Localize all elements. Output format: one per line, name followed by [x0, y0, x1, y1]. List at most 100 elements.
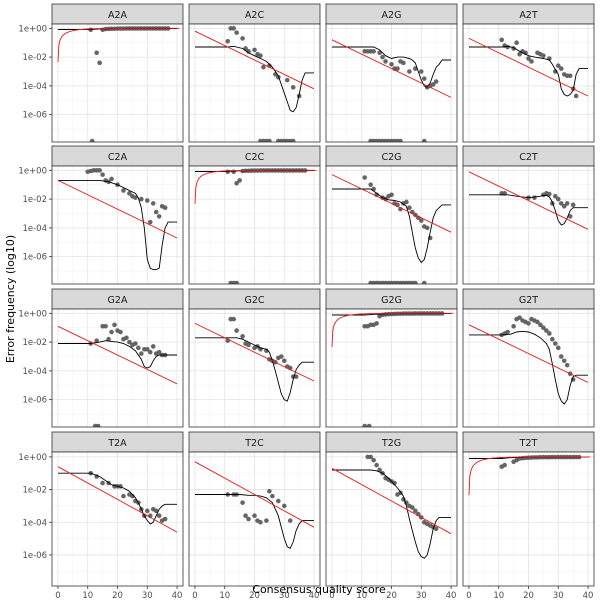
- panel-border: [325, 308, 458, 428]
- data-point: [237, 178, 242, 183]
- panel-border: [325, 23, 458, 143]
- data-point: [252, 513, 257, 519]
- y-tick-label: 1e-02: [22, 486, 47, 496]
- data-point: [153, 508, 159, 514]
- facet-strip-label: C2A: [108, 152, 128, 163]
- panel-plot-area: [52, 309, 183, 427]
- facet-panel: A2C: [188, 3, 321, 143]
- data-point: [410, 505, 415, 510]
- panel-border: [188, 23, 321, 143]
- zero-count-point: [398, 138, 403, 142]
- data-point: [133, 195, 138, 200]
- data-point: [156, 214, 162, 219]
- data-point: [564, 362, 570, 368]
- data-point: [144, 346, 150, 352]
- data-point: [541, 53, 546, 58]
- data-point: [395, 66, 400, 71]
- y-tick-label: 1e+00: [18, 24, 47, 34]
- data-point: [433, 526, 439, 532]
- data-point: [552, 193, 558, 199]
- facet-strip-label: C2C: [245, 152, 265, 163]
- data-point: [139, 196, 144, 202]
- panel-plot-area: [463, 24, 594, 142]
- x-tick-label: 0: [55, 591, 60, 600]
- data-point: [103, 323, 108, 329]
- y-tick-label: 1e+00: [18, 453, 47, 463]
- data-point: [121, 188, 126, 193]
- data-point: [240, 36, 245, 41]
- panel-plot-area: [463, 166, 594, 284]
- data-point: [389, 192, 394, 198]
- x-tick-label: 20: [112, 591, 123, 600]
- data-point: [505, 44, 510, 50]
- facet-panel: C2C: [188, 145, 321, 285]
- x-axis-title: Consensus quality score: [252, 583, 386, 596]
- data-point: [526, 56, 531, 61]
- panel-plot-area: [189, 166, 320, 284]
- nominal-error-line: [331, 467, 452, 535]
- panel-plot-area: [463, 309, 594, 427]
- zero-count-point: [89, 138, 95, 142]
- x-tick-label: 10: [493, 591, 504, 600]
- data-point: [567, 73, 573, 79]
- data-point: [517, 51, 522, 57]
- data-point: [136, 345, 141, 351]
- facet-panel: G2A: [51, 288, 184, 428]
- data-point: [287, 518, 293, 523]
- data-point: [290, 85, 296, 90]
- facet-strip-label: G2G: [381, 295, 402, 306]
- data-point: [240, 334, 245, 339]
- data-point: [555, 196, 561, 202]
- nominal-error-line: [57, 466, 178, 533]
- left-axis-ticks: 1e+00 1e-02 1e-04 1e-06 1e+00 1e-02 1e-04 1e-06…: [18, 24, 52, 561]
- fitted-error-line: [58, 472, 177, 525]
- nominal-error-line: [468, 456, 591, 496]
- data-point: [544, 328, 549, 333]
- data-point: [124, 335, 129, 341]
- data-point: [362, 175, 368, 180]
- facet-strip-label: A2C: [245, 10, 265, 21]
- y-tick-label: 1e-06: [22, 111, 47, 121]
- facet-panel: T2T: [462, 431, 595, 587]
- data-point: [97, 60, 102, 66]
- nominal-error-line: [468, 37, 589, 97]
- data-point: [243, 513, 248, 519]
- panel-plot-area: [326, 166, 457, 284]
- data-point: [499, 37, 505, 43]
- y-tick-label: 1e+00: [18, 309, 47, 319]
- data-point: [270, 493, 275, 499]
- x-tick-label: 40: [446, 591, 457, 600]
- panel-plot-area: [189, 309, 320, 427]
- data-point: [401, 60, 406, 66]
- data-point: [100, 172, 105, 177]
- zero-count-point: [421, 280, 427, 284]
- data-point: [532, 195, 537, 200]
- facet-panel: T2C: [188, 431, 321, 587]
- data-point: [147, 349, 153, 355]
- facet-strip-label: G2T: [519, 295, 538, 306]
- x-tick-label: 0: [192, 591, 197, 600]
- data-point: [153, 209, 159, 215]
- fitted-error-line: [332, 188, 451, 264]
- data-point: [156, 349, 162, 355]
- data-point: [231, 26, 236, 31]
- facet-strip-label: G2C: [244, 295, 264, 306]
- x-tick-label: 40: [172, 591, 183, 600]
- bottom-axis-ticks: 0 10 20 30 40 0 10 20 30 40 0 10 20 30 40 0 10 20 30 40: [55, 586, 593, 600]
- data-point: [552, 69, 558, 74]
- panel-plot-area: [326, 452, 457, 586]
- facet-panel: G2C: [188, 288, 321, 428]
- nominal-error-line: [468, 171, 589, 230]
- data-point: [264, 348, 269, 354]
- data-point: [130, 493, 135, 499]
- data-point: [392, 480, 397, 486]
- x-tick-label: 20: [523, 591, 534, 600]
- data-point: [276, 498, 281, 504]
- data-point: [424, 225, 430, 231]
- data-point: [234, 180, 239, 186]
- data-point: [231, 169, 236, 175]
- nominal-error-line: [331, 174, 452, 233]
- data-point: [421, 76, 427, 81]
- zero-count-point: [95, 423, 101, 427]
